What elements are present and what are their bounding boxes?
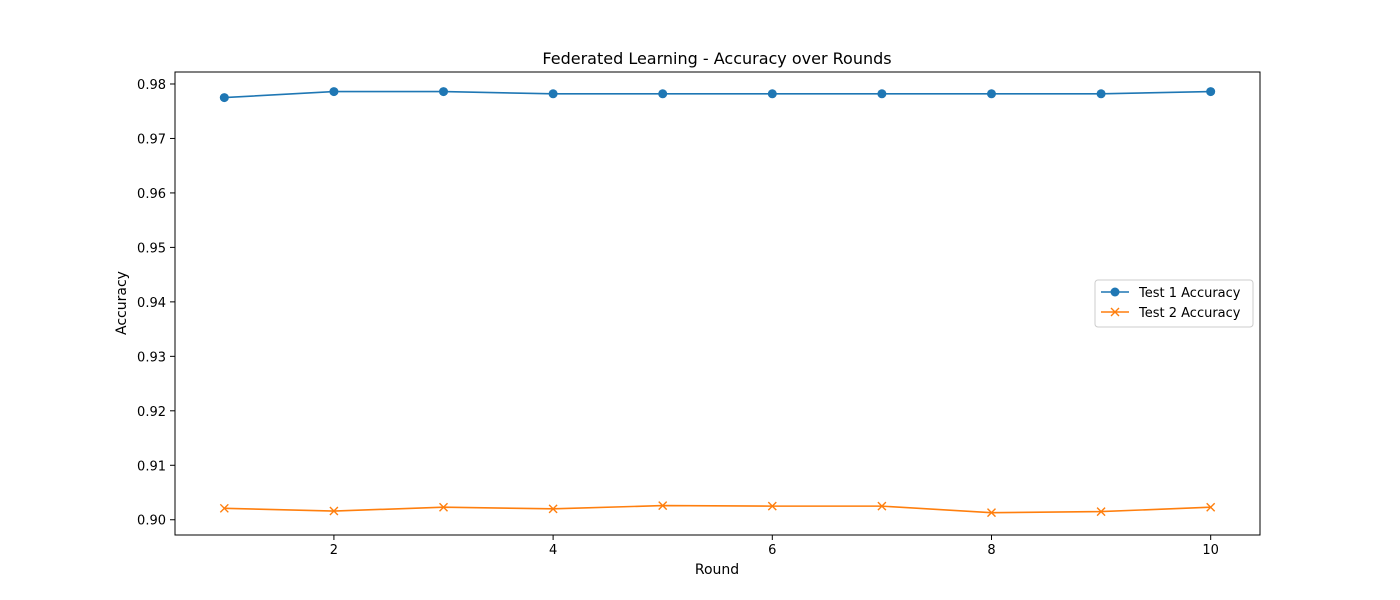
data-point bbox=[439, 502, 449, 512]
x-tick-label: 2 bbox=[330, 543, 338, 558]
data-point bbox=[1096, 89, 1106, 99]
legend: Test 1 Accuracy Test 2 Accuracy bbox=[1094, 279, 1254, 328]
data-point bbox=[986, 508, 996, 518]
data-point bbox=[548, 504, 558, 514]
legend-marker bbox=[1110, 287, 1120, 297]
data-point bbox=[548, 89, 558, 99]
series-line bbox=[224, 90, 1211, 99]
series-1 bbox=[219, 87, 1216, 103]
y-axis: 0.90 0.91 0.92 0.93 0.94 0.95 0.96 0.97 0.98 bbox=[137, 78, 175, 529]
data-point bbox=[767, 89, 777, 99]
y-tick-label: 0.91 bbox=[137, 459, 166, 474]
plot-frame bbox=[174, 71, 1261, 536]
y-axis-title: Accuracy bbox=[114, 271, 130, 335]
data-point bbox=[1206, 502, 1216, 512]
x-tick-label: 10 bbox=[1202, 543, 1219, 558]
plot-area bbox=[174, 71, 1261, 536]
legend-label: Test 2 Accuracy bbox=[1138, 306, 1241, 321]
y-tick-label: 0.90 bbox=[137, 514, 166, 529]
data-point bbox=[1206, 87, 1216, 97]
y-tick-label: 0.92 bbox=[137, 405, 166, 420]
x-tick-label: 4 bbox=[549, 543, 557, 558]
x-tick-label: 8 bbox=[987, 543, 995, 558]
y-tick-label: 0.95 bbox=[137, 241, 166, 256]
y-tick-label: 0.96 bbox=[137, 187, 166, 202]
y-tick-label: 0.93 bbox=[137, 350, 166, 365]
data-point bbox=[767, 501, 777, 511]
data-point bbox=[658, 89, 668, 99]
data-point bbox=[329, 506, 339, 516]
y-tick-label: 0.94 bbox=[137, 296, 166, 311]
data-point bbox=[877, 89, 887, 99]
legend-item: Test 2 Accuracy bbox=[1101, 306, 1241, 321]
data-point bbox=[658, 501, 668, 511]
x-axis: 2 4 6 8 10 bbox=[330, 535, 1219, 558]
legend-marker bbox=[1110, 307, 1120, 317]
x-tick-label: 6 bbox=[768, 543, 776, 558]
data-point bbox=[1096, 507, 1106, 517]
series-2 bbox=[219, 501, 1216, 518]
legend-label: Test 1 Accuracy bbox=[1138, 286, 1241, 301]
x-axis-title: Round bbox=[695, 562, 739, 578]
y-tick-label: 0.97 bbox=[137, 132, 166, 147]
legend-item: Test 1 Accuracy bbox=[1101, 286, 1241, 301]
chart-title: Federated Learning - Accuracy over Round… bbox=[542, 49, 891, 68]
data-point bbox=[219, 93, 229, 103]
legend-box bbox=[1094, 279, 1254, 328]
y-tick-label: 0.98 bbox=[137, 78, 166, 93]
data-point bbox=[439, 87, 449, 97]
data-point bbox=[219, 503, 229, 513]
data-point bbox=[877, 501, 887, 511]
data-point bbox=[986, 89, 996, 99]
data-point bbox=[329, 87, 339, 97]
series-layer bbox=[219, 87, 1216, 518]
series-line bbox=[224, 504, 1211, 514]
